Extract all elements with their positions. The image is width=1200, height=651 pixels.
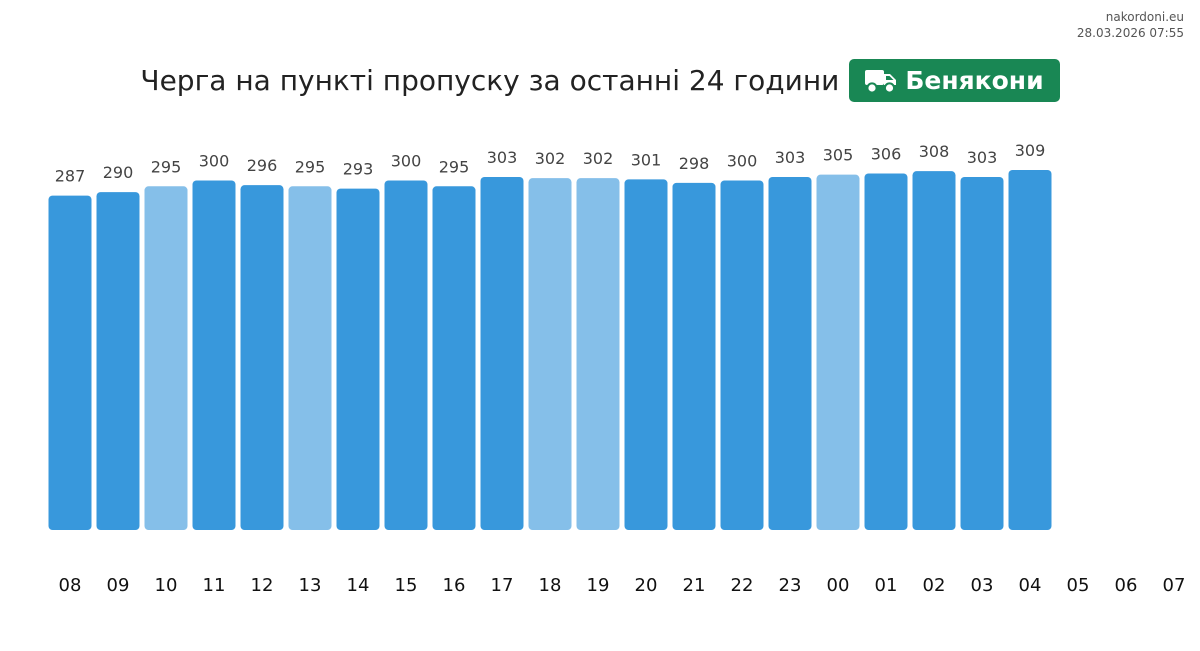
x-tick-label: 13 — [299, 575, 322, 596]
bar-20[interactable] — [624, 179, 668, 531]
x-tick-label: 00 — [827, 575, 850, 596]
bar-12[interactable] — [240, 185, 284, 530]
bar-10[interactable] — [144, 186, 188, 531]
x-tick-label: 09 — [107, 575, 130, 596]
site-info: nakordoni.eu 28.03.2026 07:55 — [1077, 9, 1184, 41]
bar-21[interactable] — [672, 182, 716, 530]
x-tick-label: 03 — [971, 575, 994, 596]
x-tick-label: 12 — [251, 575, 274, 596]
bar-16[interactable] — [432, 186, 476, 531]
bar-04[interactable] — [1008, 170, 1052, 530]
bar-value-label: 298 — [679, 154, 710, 173]
bar-09[interactable] — [96, 192, 140, 530]
bar-value-label: 308 — [919, 142, 950, 161]
bar-value-label: 309 — [1015, 141, 1046, 160]
bar-value-label: 300 — [391, 151, 422, 170]
x-tick-label: 16 — [443, 575, 466, 596]
bar-13[interactable] — [288, 186, 332, 531]
bar-08[interactable] — [48, 195, 92, 530]
x-tick-label: 22 — [731, 575, 754, 596]
checkpoint-name: Бенякони — [905, 66, 1044, 95]
site-name[interactable]: nakordoni.eu — [1105, 10, 1184, 24]
bar-value-label: 295 — [295, 157, 326, 176]
bar-02[interactable] — [912, 171, 956, 531]
x-tick-label: 08 — [59, 575, 82, 596]
x-tick-label: 18 — [539, 575, 562, 596]
bar-value-label: 303 — [487, 148, 518, 167]
x-tick-label: 11 — [203, 575, 226, 596]
x-tick-label: 15 — [395, 575, 418, 596]
bar-value-label: 295 — [151, 157, 182, 176]
bar-value-label: 305 — [823, 146, 854, 165]
x-tick-label: 19 — [587, 575, 610, 596]
x-tick-label: 14 — [347, 575, 370, 596]
checkpoint-badge: Бенякони — [849, 59, 1060, 102]
bar-18[interactable] — [528, 178, 572, 530]
x-tick-label: 10 — [155, 575, 178, 596]
bar-23[interactable] — [768, 176, 812, 530]
bar-value-label: 306 — [871, 144, 902, 163]
bar-19[interactable] — [576, 178, 620, 530]
bar-value-label: 293 — [343, 160, 374, 179]
x-tick-label: 05 — [1067, 575, 1090, 596]
bar-value-label: 301 — [631, 150, 662, 169]
bar-14[interactable] — [336, 188, 380, 530]
bar-value-label: 303 — [775, 148, 806, 167]
x-tick-label: 02 — [923, 575, 946, 596]
truck-icon — [865, 69, 897, 94]
bar-value-label: 302 — [583, 149, 614, 168]
bar-value-label: 287 — [55, 167, 86, 186]
bar-value-label: 296 — [247, 156, 278, 175]
bar-01[interactable] — [864, 173, 908, 530]
x-tick-label: 20 — [635, 575, 658, 596]
bar-value-label: 290 — [103, 163, 134, 182]
bar-17[interactable] — [480, 176, 524, 530]
bar-value-label: 303 — [967, 148, 998, 167]
x-tick-label: 23 — [779, 575, 802, 596]
timestamp: 28.03.2026 07:55 — [1076, 26, 1184, 40]
bar-11[interactable] — [192, 180, 236, 530]
x-tick-label: 21 — [683, 575, 706, 596]
x-tick-label: 06 — [1115, 575, 1138, 596]
bar-03[interactable] — [960, 176, 1004, 530]
bar-value-label: 295 — [439, 157, 470, 176]
x-tick-label: 17 — [491, 575, 514, 596]
bar-value-label: 302 — [535, 149, 566, 168]
bar-15[interactable] — [384, 180, 428, 530]
x-tick-label: 07 — [1163, 575, 1186, 596]
chart-header: Черга на пункті пропуску за останні 24 г… — [0, 59, 1200, 102]
bar-22[interactable] — [720, 180, 764, 530]
bar-value-label: 300 — [199, 151, 230, 170]
x-tick-label: 04 — [1019, 575, 1042, 596]
chart-title: Черга на пункті пропуску за останні 24 г… — [140, 64, 840, 97]
bar-00[interactable] — [816, 174, 860, 530]
x-tick-label: 01 — [875, 575, 898, 596]
bar-value-label: 300 — [727, 151, 758, 170]
